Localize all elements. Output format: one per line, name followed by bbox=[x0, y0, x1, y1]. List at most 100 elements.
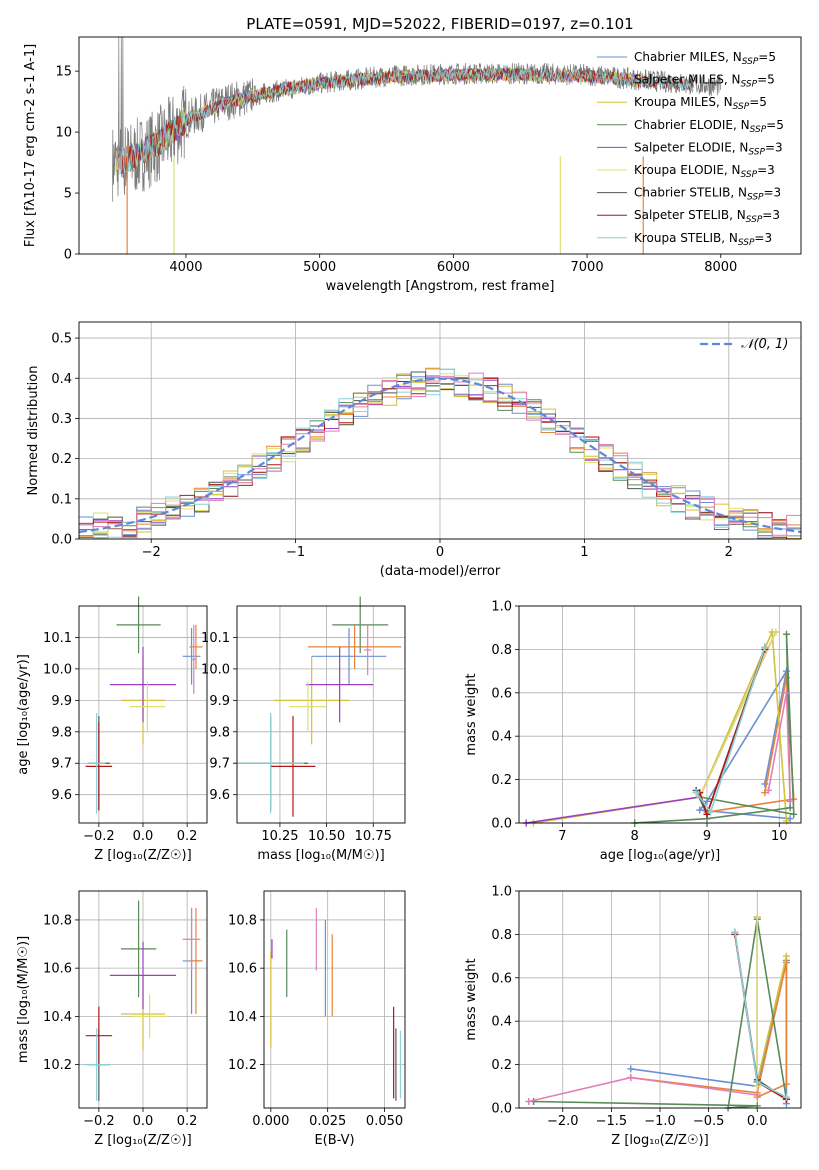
y-tick-label: 10.4 bbox=[43, 1010, 72, 1025]
y-tick-label: 9.7 bbox=[51, 757, 72, 772]
legend-label-tail: =3 bbox=[764, 186, 782, 200]
legend-label-sub: SSP bbox=[733, 102, 750, 112]
legend-label-tail: =5 bbox=[766, 118, 784, 132]
legend-label-main: Kroupa STELIB, N bbox=[634, 231, 738, 245]
y-tick-label: 15 bbox=[55, 65, 72, 80]
weight-line bbox=[634, 634, 795, 824]
y-tick-label: 0.5 bbox=[51, 332, 72, 347]
y-tick-label: 9.8 bbox=[209, 725, 230, 740]
y-tick-label: 0.4 bbox=[491, 730, 512, 745]
x-tick-label: 5000 bbox=[303, 260, 336, 275]
x-tick-label: 0 bbox=[436, 545, 444, 560]
weight-lines-weight-vs-age bbox=[522, 628, 798, 827]
figure-title: PLATE=0591, MJD=52022, FIBERID=0197, z=0… bbox=[246, 15, 633, 33]
errorbars-mass-vs-EBV bbox=[270, 907, 402, 1101]
axes-spectrum: 4000 5000 6000 7000 8000 0 5 10 15 wavelength [An… bbox=[23, 36, 802, 294]
y-axis-label: mass weight bbox=[464, 673, 479, 755]
y-tick-label: 0 bbox=[64, 248, 72, 263]
y-tick-label: 10.8 bbox=[43, 913, 72, 928]
y-tick-label: 9.7 bbox=[209, 757, 230, 772]
x-tick-label: 10.75 bbox=[355, 829, 392, 844]
y-axis-label: mass weight bbox=[464, 958, 479, 1040]
axes-frame bbox=[78, 605, 208, 824]
histogram-lines bbox=[79, 367, 801, 539]
residuals-legend: 𝒩(0, 1) bbox=[700, 337, 788, 352]
errorbars-mass-vs-Z bbox=[83, 900, 203, 1101]
axes-age-vs-Z: −0.2 0.0 0.2 9.6 9.7 9.8 9.9 10.0 10.1 Z [log₁₀(Z… bbox=[16, 596, 208, 863]
y-tick-label: 9.8 bbox=[51, 725, 72, 740]
legend-label: Salpeter MILES, NSSP=5 bbox=[634, 73, 775, 90]
x-axis-label: wavelength [Angstrom, rest frame] bbox=[326, 279, 555, 294]
y-tick-label: 10.0 bbox=[43, 662, 72, 677]
y-tick-label: 10.4 bbox=[228, 1010, 257, 1025]
legend-label: Kroupa MILES, NSSP=5 bbox=[634, 95, 767, 112]
legend-label: Salpeter ELODIE, NSSP=3 bbox=[634, 140, 783, 157]
y-tick-label: 0.6 bbox=[491, 686, 512, 701]
y-tick-label: 10 bbox=[55, 126, 72, 141]
x-tick-label: 0.000 bbox=[252, 1114, 289, 1129]
model-spectrum-kroupa-stelib bbox=[118, 67, 695, 175]
legend-label-tail: =3 bbox=[762, 208, 780, 222]
x-tick-label: 0.025 bbox=[309, 1114, 346, 1129]
legend-label-tail: =3 bbox=[757, 163, 775, 177]
legend-label-main: Chabrier STELIB, N bbox=[634, 186, 747, 200]
x-axis-label: E(B-V) bbox=[314, 1133, 354, 1148]
legend-label: Salpeter STELIB, NSSP=3 bbox=[634, 208, 780, 225]
legend-label-sub: SSP bbox=[741, 80, 758, 90]
legend-label-sub: SSP bbox=[747, 193, 764, 203]
legend-label: 𝒩(0, 1) bbox=[741, 337, 788, 352]
axes-weight-vs-Z: −2.0 −1.5 −1.0 −0.5 0.0 0.0 0.2 0.4 0.6 0.8 1.0 Z [… bbox=[464, 885, 802, 1148]
y-tick-label: 10.2 bbox=[43, 1058, 72, 1073]
x-axis-label: age [log₁₀(age/yr)] bbox=[600, 848, 721, 863]
x-tick-label: 0.0 bbox=[747, 1114, 768, 1129]
y-tick-label: 1.0 bbox=[491, 885, 512, 900]
axes-frame bbox=[78, 890, 208, 1109]
legend-label: Kroupa ELODIE, NSSP=3 bbox=[634, 163, 775, 180]
x-tick-label: 4000 bbox=[169, 260, 202, 275]
x-tick-label: 6000 bbox=[437, 260, 470, 275]
x-tick-label: 7 bbox=[558, 829, 566, 844]
y-tick-label: 1.0 bbox=[491, 600, 512, 615]
y-tick-label: 0.2 bbox=[491, 773, 512, 788]
legend-label-main: Chabrier MILES, N bbox=[634, 50, 742, 64]
axes-mass-vs-EBV: 0.000 0.025 0.050 10.2 10.4 10.6 10.8 E(B-V) bbox=[228, 890, 406, 1148]
y-axis-label: mass [log₁₀(M/M☉)] bbox=[16, 936, 31, 1063]
legend-label: Chabrier ELODIE, NSSP=5 bbox=[634, 118, 784, 135]
legend-label-main: Chabrier ELODIE, N bbox=[634, 118, 750, 132]
legend-label: Chabrier MILES, NSSP=5 bbox=[634, 50, 776, 67]
legend-label: Chabrier STELIB, NSSP=3 bbox=[634, 186, 781, 203]
axes-frame bbox=[78, 36, 802, 255]
y-tick-label: 0.2 bbox=[491, 1058, 512, 1073]
y-tick-label: 0.8 bbox=[491, 928, 512, 943]
x-tick-label: 0.2 bbox=[177, 1114, 198, 1129]
x-tick-label: −0.2 bbox=[83, 1114, 115, 1129]
x-tick-label: −2 bbox=[142, 545, 161, 560]
axes-frame bbox=[518, 605, 802, 824]
legend-label-main: Salpeter STELIB, N bbox=[634, 208, 746, 222]
y-tick-label: 0.2 bbox=[51, 452, 72, 467]
axes-residuals: −2 −1 0 1 2 0.0 0.1 0.2 0.3 0.4 0.5 (data-model)/er… bbox=[26, 321, 802, 579]
y-tick-label: 0.3 bbox=[51, 412, 72, 427]
axes-frame bbox=[518, 890, 802, 1109]
x-tick-label: 0.2 bbox=[177, 829, 198, 844]
legend-label-sub: SSP bbox=[748, 147, 765, 157]
x-tick-label: −1.0 bbox=[644, 1114, 676, 1129]
x-tick-label: 8000 bbox=[704, 260, 737, 275]
errorbars-age-vs-Z bbox=[85, 596, 203, 814]
y-axis-label: Normed distribution bbox=[26, 366, 41, 496]
legend-label-tail: =5 bbox=[749, 95, 767, 109]
x-tick-label: 1 bbox=[580, 545, 588, 560]
y-tick-label: 9.9 bbox=[209, 694, 230, 709]
x-tick-label: −0.5 bbox=[693, 1114, 725, 1129]
x-axis-label: Z [log₁₀(Z/Z☉)] bbox=[94, 848, 191, 863]
x-axis-label: (data-model)/error bbox=[380, 564, 501, 579]
y-tick-label: 5 bbox=[64, 187, 72, 202]
y-tick-label: 0.0 bbox=[491, 817, 512, 832]
errorbars-age-vs-mass bbox=[233, 596, 402, 817]
legend-label-sub: SSP bbox=[742, 57, 759, 67]
y-tick-label: 0.4 bbox=[491, 1015, 512, 1030]
axes-frame bbox=[78, 321, 802, 540]
y-tick-label: 10.2 bbox=[228, 1058, 257, 1073]
